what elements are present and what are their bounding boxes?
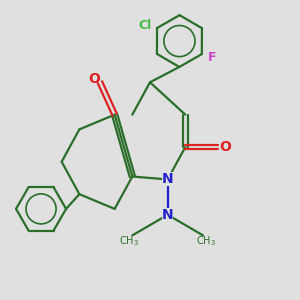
Text: Cl: Cl xyxy=(138,19,151,32)
Text: CH$_3$: CH$_3$ xyxy=(196,234,216,248)
Text: F: F xyxy=(208,50,216,64)
Text: N: N xyxy=(162,172,173,186)
Text: O: O xyxy=(89,72,100,86)
Text: O: O xyxy=(219,140,231,154)
Text: CH$_3$: CH$_3$ xyxy=(119,234,140,248)
Text: N: N xyxy=(162,208,173,222)
